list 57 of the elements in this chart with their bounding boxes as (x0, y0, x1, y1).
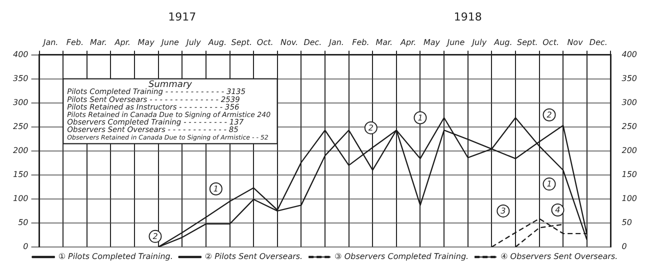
x-tick-label: Oct. (542, 38, 560, 48)
annotation: 1 (213, 184, 218, 194)
y2-tick-label: 400 (622, 50, 638, 59)
annotation: 2 (546, 110, 552, 120)
y-tick-label: 0 (23, 242, 28, 252)
x-tick-label: Aug. (493, 38, 512, 48)
y-tick-label: 100 (12, 194, 28, 204)
y-tick-label: 300 (12, 98, 28, 107)
annotation: 1 (418, 113, 423, 122)
x-tick-label: Dec. (589, 38, 608, 48)
x-tick-label: Jan. (327, 38, 344, 48)
y2-tick-label: 250 (622, 122, 638, 131)
x-tick-label: Sept. (517, 38, 538, 48)
x-tick-label: Feb. (352, 38, 370, 48)
x-tick-label: Feb. (66, 38, 84, 48)
x2-tick-label: 1918 (454, 10, 482, 24)
annotation: 2 (152, 232, 158, 242)
y2-tick-label: 200 (622, 146, 638, 155)
y-tick-label: 200 (12, 146, 28, 155)
x-tick-label: Apr. (114, 38, 130, 48)
x-tick-label: Jan. (41, 38, 58, 48)
y2-tick-label: 350 (622, 74, 638, 83)
legend-label: ② Pilots Sent Oversears. (204, 252, 303, 262)
y2-tick-label: 0 (622, 242, 627, 252)
annotation: 2 (368, 123, 374, 132)
x-tick-label: June (160, 38, 180, 48)
y2-tick-label: 300 (622, 98, 638, 107)
y-tick-label: 250 (12, 122, 28, 131)
x-tick-label: May (423, 38, 440, 48)
annotation: 4 (555, 206, 560, 215)
x-tick-label: Dec. (304, 38, 322, 48)
annotation: Summary (148, 80, 193, 90)
x-tick-label: Mar. (376, 38, 393, 48)
x-tick-label: Nov (567, 38, 584, 48)
y-tick-label: 150 (12, 170, 28, 180)
x-tick-label: Mar. (90, 38, 107, 48)
x-tick-label: Apr. (400, 38, 416, 48)
x-tick-label: Nov. (280, 38, 298, 48)
x-tick-label: May (138, 38, 155, 48)
legend-label: ④ Observers Sent Oversears. (500, 252, 618, 262)
legend-label: ① Pilots Completed Training. (58, 252, 173, 262)
y2-tick-label: 150 (622, 170, 638, 180)
x2-tick-label: 1917 (168, 10, 196, 24)
x-tick-label: Oct. (256, 38, 274, 48)
legend-label: ③ Observers Completed Training. (334, 252, 469, 262)
annotation: 1 (546, 180, 552, 189)
annotation: 3 (500, 206, 506, 216)
y-tick-label: 50 (18, 218, 28, 228)
y2-tick-label: 50 (622, 218, 632, 228)
x-tick-label: Sept. (231, 38, 252, 48)
y-tick-label: 350 (12, 74, 28, 83)
x-tick-label: July (184, 38, 202, 48)
x-tick-label: June (445, 38, 465, 48)
x-tick-label: July (470, 38, 487, 48)
y2-tick-label: 100 (622, 194, 638, 204)
y-tick-label: 400 (12, 50, 28, 59)
x-tick-label: Aug. (207, 38, 227, 48)
